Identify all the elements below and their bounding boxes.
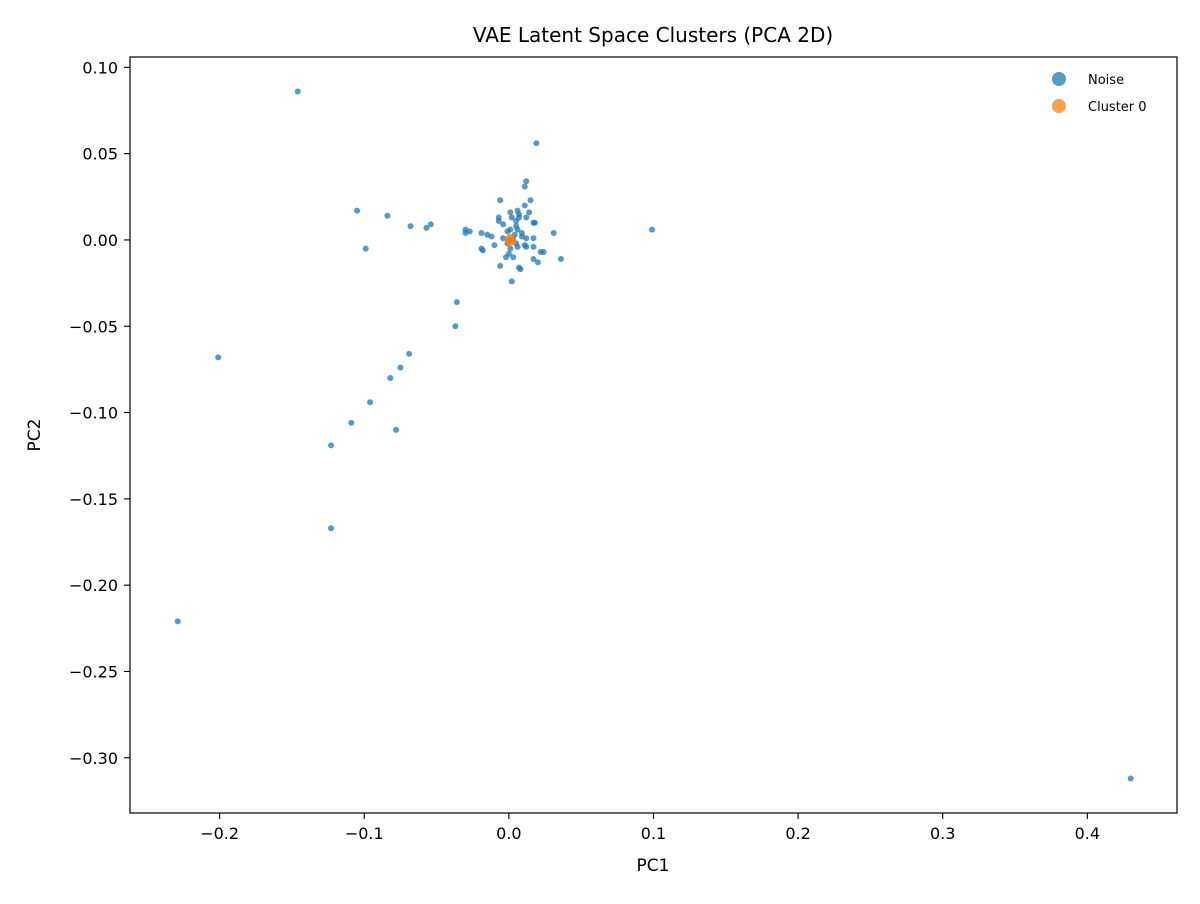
y-tick-label: −0.20 [69, 576, 118, 595]
scatter-point [328, 442, 335, 449]
scatter-point [533, 140, 540, 147]
legend: Noise Cluster 0 [1052, 72, 1147, 115]
x-tick-label: 0.3 [930, 824, 955, 843]
x-axis: −0.2 −0.1 0.0 0.1 0.2 0.3 0.4 [200, 813, 1100, 843]
scatter-point [497, 262, 504, 269]
x-axis-label: PC1 [637, 856, 670, 876]
scatter-point [523, 235, 530, 242]
x-tick-label: −0.2 [200, 824, 239, 843]
scatter-point [423, 224, 430, 231]
scatter-point [517, 266, 524, 273]
scatter-point [348, 419, 355, 426]
legend-item: Noise [1052, 72, 1124, 88]
scatter-point [508, 278, 515, 285]
scatter-point [407, 223, 414, 230]
series-cluster-0 [504, 233, 517, 247]
plot-area-frame [129, 56, 1178, 814]
x-tick-label: 0.2 [785, 824, 810, 843]
chart-title: VAE Latent Space Clusters (PCA 2D) [473, 23, 833, 47]
scatter-point [497, 197, 504, 204]
scatter-point [507, 209, 514, 216]
scatter-point [505, 237, 515, 247]
legend-label: Cluster 0 [1088, 100, 1147, 115]
scatter-point [393, 426, 400, 433]
scatter-point [479, 247, 486, 254]
x-tick-label: 0.4 [1075, 824, 1100, 843]
y-axis-label: PC2 [25, 419, 45, 452]
scatter-point [514, 243, 521, 250]
scatter-point [504, 228, 511, 235]
legend-item: Cluster 0 [1052, 99, 1147, 115]
scatter-point [174, 618, 181, 625]
scatter-point [427, 221, 434, 228]
scatter-point [367, 399, 374, 406]
scatter-point [294, 88, 301, 95]
scatter-point [491, 242, 498, 249]
scatter-point [523, 178, 530, 185]
scatter-point [384, 212, 391, 219]
scatter-point [530, 243, 537, 250]
scatter-point [526, 209, 533, 216]
scatter-point [495, 217, 502, 224]
scatter-point [510, 254, 517, 261]
scatter-point [550, 230, 557, 237]
scatter-point [508, 214, 515, 221]
scatter-point [1127, 775, 1134, 782]
scatter-point [513, 217, 520, 224]
x-tick-label: 0.0 [496, 824, 521, 843]
y-tick-label: 0.00 [82, 231, 118, 250]
y-tick-label: 0.05 [82, 145, 118, 164]
scatter-point [354, 207, 361, 214]
scatter-point [478, 230, 485, 237]
legend-label: Noise [1088, 73, 1124, 88]
y-tick-label: −0.05 [69, 317, 118, 336]
series-noise [174, 88, 1134, 782]
scatter-point [523, 214, 530, 221]
scatter-point [500, 221, 507, 228]
scatter-point [531, 219, 538, 226]
scatter-point [328, 525, 335, 532]
legend-marker [1052, 99, 1066, 113]
scatter-point [534, 259, 541, 266]
scatter-point [453, 299, 460, 306]
scatter-point [488, 233, 495, 240]
scatter-point [406, 350, 413, 357]
y-tick-label: −0.25 [69, 662, 118, 681]
scatter-point [514, 226, 521, 233]
y-tick-label: 0.10 [82, 58, 118, 77]
scatter-point [362, 245, 369, 252]
scatter-point [507, 245, 514, 252]
scatter-point [397, 364, 404, 371]
y-tick-label: −0.30 [69, 749, 118, 768]
y-tick-label: −0.10 [69, 404, 118, 423]
scatter-point [387, 375, 394, 382]
y-axis: 0.10 0.05 0.00 −0.05 −0.10 −0.15 −0.20 −0.25 −0.… [69, 58, 130, 768]
y-tick-label: −0.15 [69, 490, 118, 509]
scatter-point [557, 255, 564, 262]
marks-layer [174, 88, 1134, 782]
scatter-point [215, 354, 222, 361]
scatter-point [527, 197, 534, 204]
scatter-point [523, 243, 530, 250]
scatter-point [530, 255, 537, 262]
scatter-point [649, 226, 656, 233]
scatter-point [521, 183, 528, 190]
scatter-point [462, 230, 469, 237]
scatter-point [540, 249, 547, 256]
legend-marker [1052, 72, 1066, 86]
scatter-point [505, 250, 512, 257]
scatter-point [521, 202, 528, 209]
x-tick-label: −0.1 [345, 824, 384, 843]
scatter-point [452, 323, 459, 330]
scatter-point [530, 235, 537, 242]
x-tick-label: 0.1 [641, 824, 666, 843]
